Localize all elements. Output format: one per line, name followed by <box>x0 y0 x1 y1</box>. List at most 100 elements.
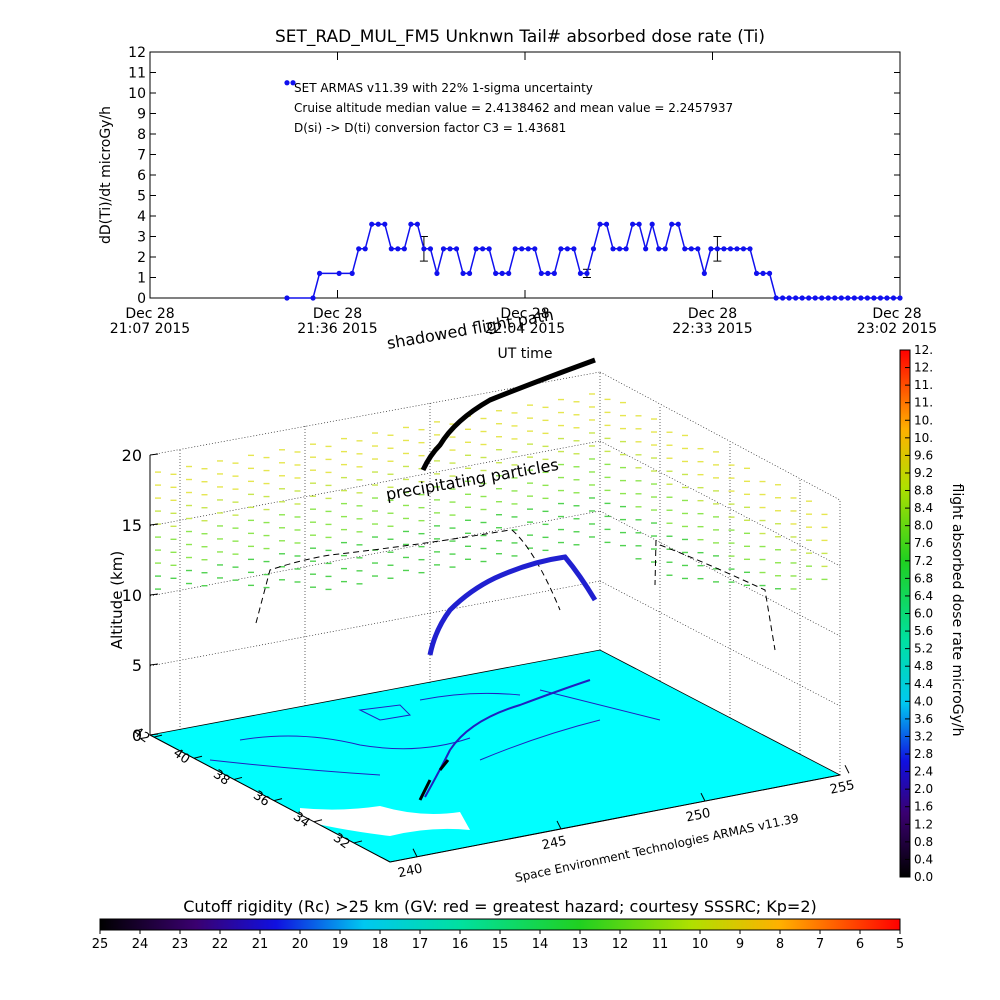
rigidity-tick-label: 24 <box>132 937 149 952</box>
dose-rate-point <box>799 295 805 301</box>
cutoff-rigidity-colorbar <box>99 918 901 931</box>
colorbar-tick-label: 4.4 <box>914 677 933 691</box>
colorbar-tick-label: 2.4 <box>914 765 933 779</box>
colorbar-tick-label: 1.6 <box>914 800 933 814</box>
rigidity-tick-label: 16 <box>452 937 469 952</box>
y-tick-label: 5 <box>137 189 146 205</box>
dose-rate-point <box>480 246 486 252</box>
dose-rate-point <box>310 295 316 301</box>
rigidity-tick-label: 12 <box>612 937 629 952</box>
dose-rate-point <box>897 295 903 301</box>
rigidity-tick-label: 17 <box>412 937 429 952</box>
dose-rate-point <box>499 270 505 276</box>
shadowed-path-left <box>255 529 511 624</box>
dose-rate-point <box>649 221 655 227</box>
colorbar-tick-label: 6.4 <box>914 589 933 603</box>
dose-rate-point <box>382 221 388 227</box>
latitude-tick-mark <box>233 776 243 780</box>
altitude-tick-label: 20 <box>122 446 142 465</box>
rigidity-tick-label: 15 <box>492 937 509 952</box>
altitude-ticks: 0 5 10 15 20 <box>122 446 159 745</box>
dose-rate-point <box>838 295 844 301</box>
dose-rate-point <box>616 246 623 252</box>
x-tick-date: Dec 28 <box>125 306 174 322</box>
cutoff-rigidity-ticks: 25 24 23 22 21 20 19 18 17 16 15 14 13 12 11 10 9 8 7 6 5 <box>92 930 904 952</box>
longitude-tick-mark <box>844 765 850 774</box>
dose-rate-point <box>427 246 434 252</box>
y-tick-label: 3 <box>137 230 146 246</box>
altitude-tick-mark <box>149 593 159 596</box>
colorbar-tick-label: 1.2 <box>914 817 933 831</box>
x-tick-time: 23:02 2015 <box>857 321 937 337</box>
colorbar-tick-label: 3.2 <box>914 729 933 743</box>
dose-rate-line <box>286 221 900 299</box>
dose-rate-point <box>708 246 714 252</box>
dose-rate-point <box>414 221 420 227</box>
y-tick-label: 6 <box>137 168 146 184</box>
longitude-tick-mark <box>412 848 418 858</box>
altitude-tick-label: 10 <box>122 586 142 605</box>
dose-rate-point <box>362 246 368 252</box>
dose-rate-point <box>460 270 466 276</box>
longitude-tick-mark <box>700 792 706 802</box>
rigidity-tick-label: 22 <box>212 937 229 952</box>
rigidity-tick-label: 19 <box>332 937 349 952</box>
x-tick-date: Dec 28 <box>500 306 549 322</box>
dose-rate-point <box>734 246 740 252</box>
latitude-axis <box>149 734 391 863</box>
dose-rate-point <box>793 295 799 301</box>
altitude-tick-mark <box>149 663 159 666</box>
x-tick-time: 21:36 2015 <box>297 321 377 337</box>
dose-rate-point <box>773 295 779 301</box>
dose-rate-point <box>740 246 747 252</box>
x-tick-date: Dec 28 <box>872 306 921 322</box>
altitude-tick-mark <box>149 733 159 736</box>
ground-track-dark <box>418 759 450 801</box>
state-boundaries <box>209 689 661 776</box>
dose-rate-colorbar-label: flight absorbed dose rate microGy/h <box>949 484 965 737</box>
dose-rate-point <box>401 246 407 252</box>
dose-rate-point <box>819 295 825 301</box>
rigidity-tick-label: 14 <box>532 937 549 952</box>
rigidity-tick-label: 20 <box>292 937 309 952</box>
colorbar-tick-label: 8.8 <box>914 484 933 498</box>
altitude-tick-label: 15 <box>122 516 142 535</box>
latitude-tick-mark <box>193 755 203 759</box>
colorbar-tick-label: 0.4 <box>914 852 933 866</box>
y-tick-label: 8 <box>137 127 146 143</box>
dose-rate-point <box>571 246 577 252</box>
dose-rate-point <box>577 270 584 276</box>
dose-rate-point <box>356 246 362 252</box>
dose-rate-point <box>349 270 355 276</box>
dose-rate-point <box>375 221 381 227</box>
latitude-tick-mark <box>313 819 323 823</box>
colorbar-tick-label: 9.6 <box>914 448 933 462</box>
dose-rate-point <box>453 246 460 252</box>
dose-rate-point <box>538 270 544 276</box>
altitude-tick-mark <box>149 523 159 526</box>
annotation-precipitating-particles: precipitating particles <box>384 455 560 504</box>
dose-rate-point <box>545 270 551 276</box>
dose-rate-point <box>473 246 479 252</box>
dose-rate-point <box>864 295 870 301</box>
longitude-tick-label: 250 <box>685 806 712 826</box>
dose-rate-point <box>747 246 753 252</box>
dose-rate-point <box>486 246 492 252</box>
colorbar-tick-label: 4.8 <box>914 659 933 673</box>
rigidity-tick-label: 25 <box>92 937 109 952</box>
dose-rate-point <box>714 246 720 252</box>
cutoff-rigidity-title: Cutoff rigidity (Rc) >25 km (GV: red = g… <box>183 897 817 916</box>
colorbar-tick-label: 8.4 <box>914 501 933 515</box>
colorbar-tick-label: 3.6 <box>914 712 933 726</box>
colorbar-tick-label: 0.0 <box>914 870 933 884</box>
precipitating-particles-field <box>155 393 828 591</box>
rigidity-tick-label: 21 <box>252 937 269 952</box>
dose-rate-point <box>662 246 668 252</box>
latitude-tick-mark <box>273 798 283 802</box>
dose-rate-point <box>812 295 818 301</box>
dose-rate-point <box>558 246 564 252</box>
rigidity-tick-label: 5 <box>896 937 904 952</box>
longitude-tick-label: 245 <box>541 834 568 854</box>
